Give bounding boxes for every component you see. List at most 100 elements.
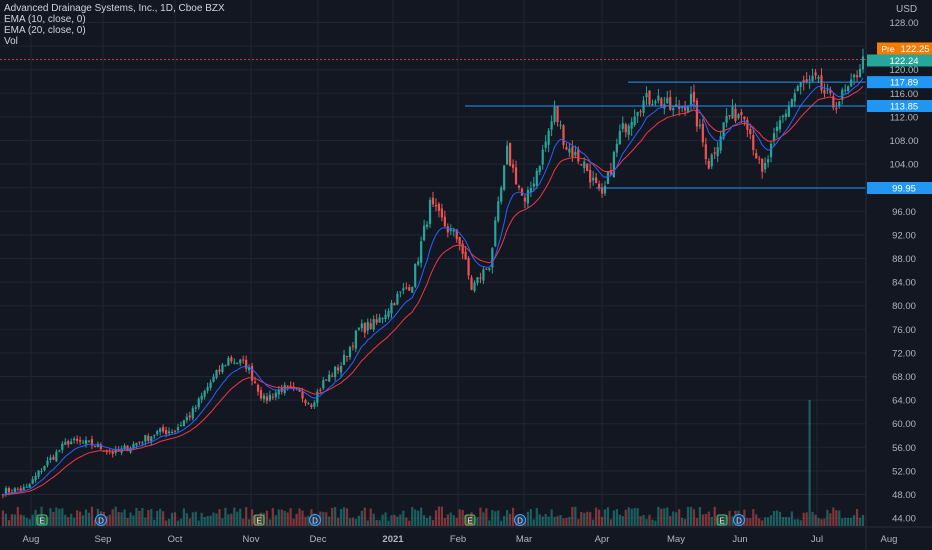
volume-bar	[31, 514, 34, 526]
candle	[559, 120, 562, 130]
candle	[363, 322, 366, 338]
candle	[775, 121, 779, 138]
volume-bar	[253, 515, 257, 526]
volume-bar	[280, 509, 283, 526]
candle-body	[334, 366, 337, 378]
candle-body	[423, 225, 426, 241]
candle	[853, 73, 856, 85]
volume-bar	[603, 509, 607, 526]
candle	[832, 92, 835, 111]
volume-bar	[93, 519, 97, 526]
candle	[147, 433, 150, 443]
candle-body	[523, 197, 527, 202]
candle-body	[73, 438, 76, 441]
volume-bar	[541, 516, 544, 526]
candle	[636, 111, 639, 124]
candle	[49, 454, 52, 463]
candle	[271, 393, 274, 400]
volume-bar	[645, 519, 648, 526]
dividend-badge	[95, 514, 107, 526]
candle-body	[853, 74, 856, 78]
candle-body	[393, 303, 396, 306]
candle	[203, 389, 206, 400]
earnings-badge	[716, 514, 728, 526]
candle	[79, 436, 82, 446]
dividend-marker: D	[733, 514, 745, 526]
candle-body	[212, 376, 215, 382]
earnings-badge	[253, 514, 265, 526]
volume-bar	[414, 509, 417, 526]
candle	[568, 142, 571, 157]
volume-bar	[242, 518, 245, 526]
candle	[749, 123, 752, 140]
candle	[787, 101, 790, 118]
candle	[704, 137, 707, 165]
candle	[274, 389, 277, 401]
candle-body	[716, 147, 719, 157]
candle	[734, 103, 737, 124]
volume-bar	[218, 509, 221, 526]
level-price-label: 99.95	[892, 183, 916, 194]
candle	[769, 141, 773, 163]
volume-bar	[73, 517, 76, 526]
x-tick-label: Dec	[310, 534, 327, 545]
candle-body	[695, 100, 699, 127]
volume-bar	[844, 517, 847, 526]
volume-bar	[123, 509, 126, 526]
volume-bar	[565, 517, 568, 526]
ema-10-label[interactable]: EMA (10, close, 0)	[4, 14, 86, 25]
x-tick-label: May	[667, 534, 685, 545]
candle	[67, 439, 70, 448]
marker-letter: D	[98, 517, 104, 526]
candle	[31, 476, 34, 485]
candle-body	[203, 390, 206, 397]
symbol-title[interactable]: Advanced Drainage Systems, Inc., 1D, Cbo…	[4, 3, 225, 14]
candle-body	[135, 442, 138, 446]
candle	[277, 386, 280, 399]
candle	[84, 436, 88, 448]
candle	[328, 370, 331, 382]
candle	[99, 442, 102, 450]
candle-body	[167, 431, 171, 434]
candle-body	[559, 124, 562, 126]
volume-bar	[639, 516, 642, 526]
volume-bar	[752, 509, 755, 526]
volume-bar	[571, 506, 574, 526]
candle	[52, 454, 55, 461]
candle-body	[485, 268, 488, 270]
candle	[58, 449, 61, 453]
volume-bar	[399, 514, 402, 526]
marker-letter: D	[517, 517, 523, 526]
candle-body	[586, 163, 589, 172]
volume-bar	[159, 508, 162, 526]
candle	[701, 118, 704, 147]
candle-body	[348, 347, 352, 358]
candle-body	[500, 187, 503, 202]
volume-bar	[544, 514, 547, 526]
candle-body	[764, 163, 767, 170]
time-axis[interactable]: Aug Sep Oct Nov Dec 2021 Feb Mar Apr May Jun Jul Aug	[0, 526, 932, 545]
candle-body	[408, 287, 411, 291]
volume-label[interactable]: Vol	[4, 36, 18, 47]
ema-20-label[interactable]: EMA (20, close, 0)	[4, 25, 86, 36]
volume-bar	[417, 510, 420, 526]
volume-bar	[286, 512, 289, 526]
candle-body	[648, 90, 651, 105]
candle-body	[245, 359, 248, 369]
volume-bar	[666, 507, 669, 526]
candle-body	[194, 407, 197, 409]
candle	[360, 319, 363, 332]
candle	[645, 86, 648, 106]
price-axis[interactable]: 128.00124.00120.00116.00112.00108.00104.…	[865, 0, 932, 550]
y-tick-label: 68.00	[892, 372, 916, 383]
volume-bar	[34, 509, 37, 526]
candle-body	[455, 229, 458, 240]
candle-body	[277, 389, 280, 395]
candle-body	[672, 108, 675, 111]
candle-body	[271, 396, 274, 398]
volume-bar	[37, 516, 40, 526]
candle-body	[452, 229, 455, 232]
volume-bar	[500, 520, 503, 526]
candle	[858, 64, 862, 78]
